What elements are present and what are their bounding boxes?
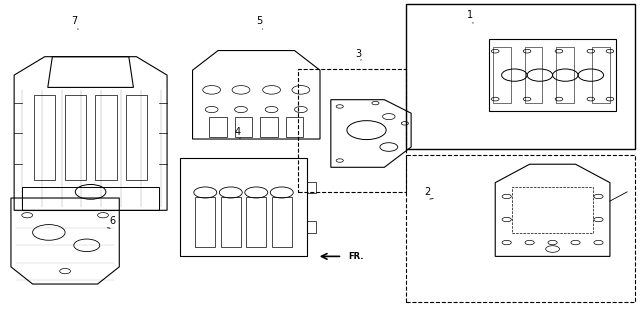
Bar xyxy=(298,69,406,192)
Bar xyxy=(271,197,292,246)
Text: FR.: FR. xyxy=(349,252,364,261)
Bar xyxy=(556,47,574,103)
Text: 7: 7 xyxy=(72,16,78,26)
Bar xyxy=(307,182,316,193)
Bar xyxy=(260,117,278,137)
Bar xyxy=(493,47,511,103)
Bar xyxy=(235,117,252,137)
Bar xyxy=(525,47,542,103)
Bar xyxy=(406,155,636,303)
Bar xyxy=(221,197,241,246)
Text: 4: 4 xyxy=(234,127,240,137)
Bar xyxy=(65,95,86,179)
Bar xyxy=(95,95,116,179)
Bar xyxy=(209,117,227,137)
Text: 5: 5 xyxy=(257,16,262,26)
Bar xyxy=(126,95,147,179)
Text: 6: 6 xyxy=(110,216,116,226)
Bar xyxy=(285,117,303,137)
Text: 3: 3 xyxy=(355,49,362,59)
Text: 1: 1 xyxy=(467,10,473,20)
Bar xyxy=(246,197,266,246)
Bar xyxy=(592,47,610,103)
Bar xyxy=(406,4,636,149)
Text: 2: 2 xyxy=(424,187,430,197)
Bar xyxy=(22,187,159,210)
Bar xyxy=(307,221,316,233)
Bar xyxy=(34,95,56,179)
Bar xyxy=(195,197,216,246)
